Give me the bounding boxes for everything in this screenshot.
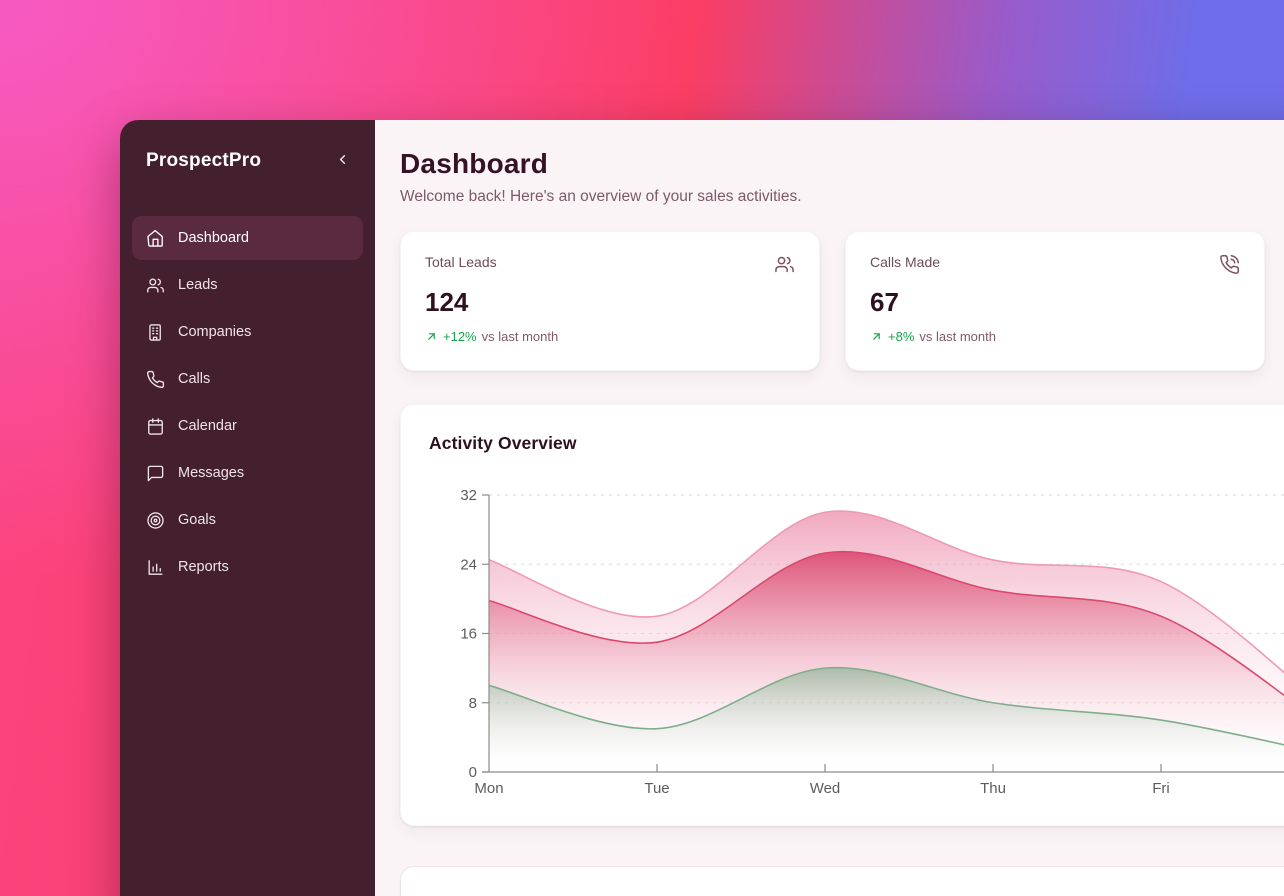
sidebar-item-calendar[interactable]: Calendar xyxy=(132,404,363,448)
x-axis-tick-label: Thu xyxy=(980,780,1006,797)
sidebar-header: ProspectPro xyxy=(132,146,363,176)
area-chart-svg: 0 8 16 24 32 Mon Tue Wed Thu Fri xyxy=(460,487,1284,797)
message-square-icon xyxy=(146,464,165,483)
sidebar-item-dashboard[interactable]: Dashboard xyxy=(132,216,363,260)
phone-icon xyxy=(146,370,165,389)
home-icon xyxy=(146,229,165,248)
sidebar-item-label: Reports xyxy=(178,559,229,575)
x-axis-tick-label: Wed xyxy=(810,780,841,797)
sidebar-item-companies[interactable]: Companies xyxy=(132,310,363,354)
y-axis-tick-label: 24 xyxy=(460,556,477,573)
trend-note: vs last month xyxy=(481,329,559,344)
users-icon xyxy=(146,276,165,295)
sidebar-item-label: Dashboard xyxy=(178,230,249,246)
y-axis-tick-label: 0 xyxy=(469,764,477,781)
x-axis-tick-label: Mon xyxy=(474,780,503,797)
y-axis-tick-label: 16 xyxy=(460,626,477,643)
sidebar-item-reports[interactable]: Reports xyxy=(132,545,363,589)
sidebar-nav: Dashboard Leads Companies Calls Calendar Mess… xyxy=(132,216,363,589)
trend-delta: +8% xyxy=(888,329,915,344)
trend-note: vs last month xyxy=(919,329,996,344)
activity-area-chart: 0 8 16 24 32 Mon Tue Wed Thu Fri xyxy=(429,464,1284,809)
phone-call-icon xyxy=(1219,254,1240,280)
stat-label: Calls Made xyxy=(870,254,941,270)
sidebar-item-label: Companies xyxy=(178,324,252,340)
x-axis-tick-label: Fri xyxy=(1152,780,1170,797)
sidebar-item-calls[interactable]: Calls xyxy=(132,357,363,401)
sidebar-item-label: Leads xyxy=(178,277,218,293)
calendar-icon xyxy=(146,417,165,436)
stat-card-header: Total Leads xyxy=(425,254,795,280)
sidebar-collapse-button[interactable] xyxy=(331,150,353,172)
sidebar-item-label: Calendar xyxy=(178,418,237,434)
stat-value: 124 xyxy=(425,287,469,317)
building-icon xyxy=(146,323,165,342)
sidebar-item-messages[interactable]: Messages xyxy=(132,451,363,495)
sidebar-item-label: Goals xyxy=(178,512,216,528)
brand-logo: ProspectPro xyxy=(146,150,262,171)
sidebar: ProspectPro Dashboard Leads Companies Calls… xyxy=(120,120,375,896)
stats-row: Total Leads 124 +12% vs last month Calls Mad… xyxy=(400,231,1284,371)
sidebar-item-leads[interactable]: Leads xyxy=(132,263,363,307)
sidebar-item-label: Messages xyxy=(178,465,245,481)
y-axis-tick-label: 32 xyxy=(460,487,477,504)
sidebar-item-goals[interactable]: Goals xyxy=(132,498,363,542)
stat-card-total-leads: Total Leads 124 +12% vs last month xyxy=(400,231,820,371)
stat-card-calls-made: Calls Made 67 +8% vs last month xyxy=(845,231,1265,371)
trend-up-arrow-icon xyxy=(425,330,438,343)
page-subtitle: Welcome back! Here's an overview of your… xyxy=(400,188,802,205)
sidebar-item-label: Calls xyxy=(178,371,211,387)
page-title: Dashboard xyxy=(400,148,549,179)
clipped-bottom-card xyxy=(400,866,1284,896)
trend-delta: +12% xyxy=(443,329,477,344)
stat-label: Total Leads xyxy=(425,254,497,270)
main-content: Dashboard Welcome back! Here's an overvi… xyxy=(375,120,1284,896)
chevron-left-icon xyxy=(335,152,350,170)
chart-title: Activity Overview xyxy=(429,433,577,453)
stat-value: 67 xyxy=(870,287,899,317)
bar-chart-icon xyxy=(146,558,165,577)
trend-up-arrow-icon xyxy=(870,330,883,343)
users-icon xyxy=(774,254,795,280)
activity-overview-card: Activity Overview 0 8 16 24 32 Mon Tue Wed Thu Fr… xyxy=(400,404,1284,826)
x-axis-tick-label: Tue xyxy=(644,780,669,797)
stat-trend: +8% vs last month xyxy=(870,329,1240,344)
app-window: ProspectPro Dashboard Leads Companies Calls… xyxy=(120,120,1284,896)
y-axis-tick-label: 8 xyxy=(469,695,477,712)
stat-trend: +12% vs last month xyxy=(425,329,795,344)
stat-card-header: Calls Made xyxy=(870,254,1240,280)
target-icon xyxy=(146,511,165,530)
